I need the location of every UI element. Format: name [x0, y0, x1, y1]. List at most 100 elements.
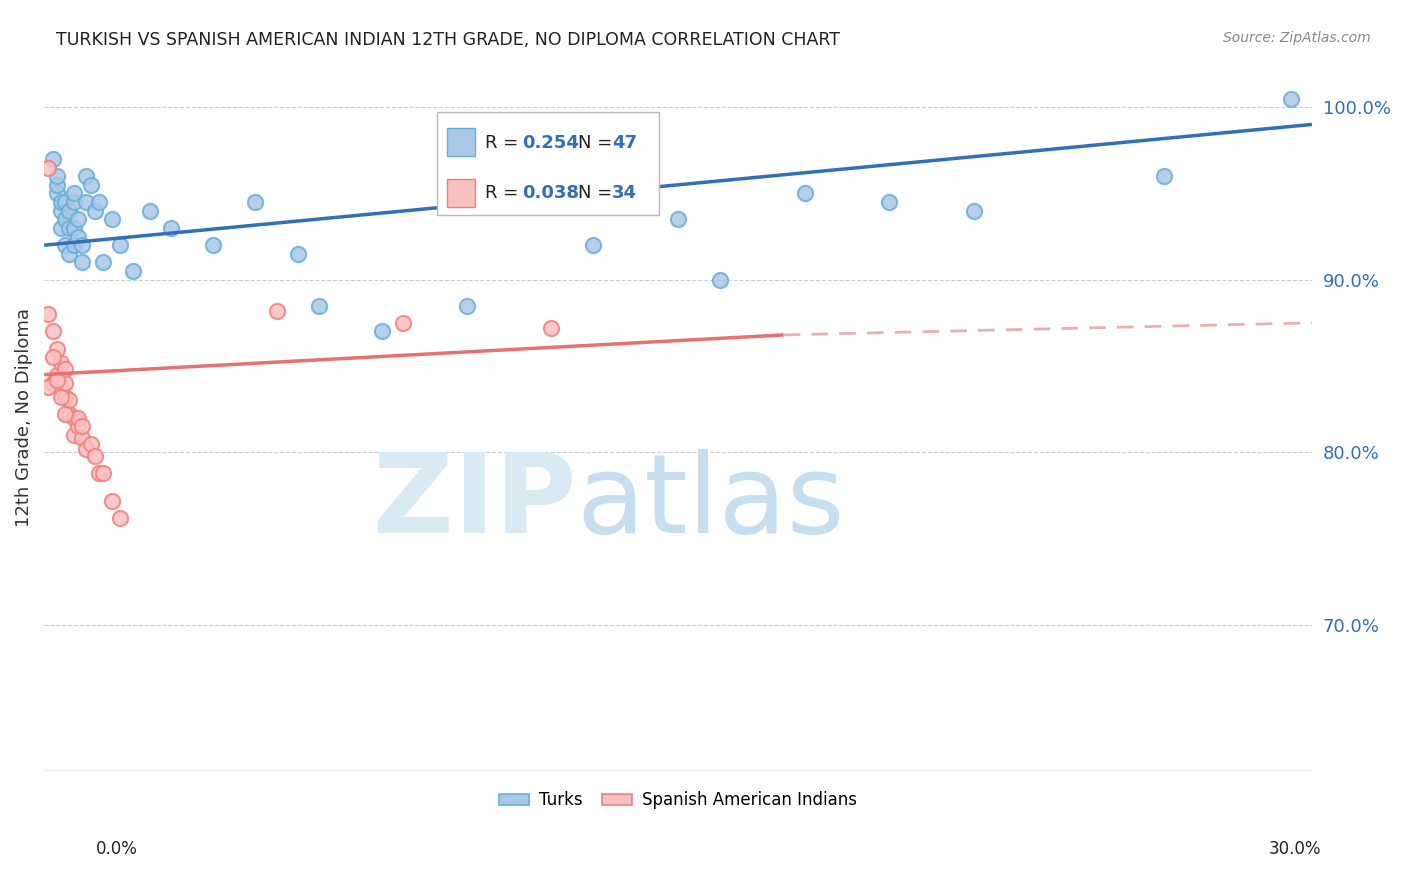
Point [1153, 169, 1175, 184]
Point [66, 419, 89, 434]
Point [963, 203, 986, 218]
Point [45, 178, 67, 192]
Point [53, 407, 76, 421]
Point [49, 379, 72, 393]
Point [62, 410, 84, 425]
Point [70, 419, 93, 434]
Point [70, 255, 93, 269]
Point [75, 195, 97, 210]
Point [58, 407, 80, 421]
Point [793, 186, 815, 201]
Point [62, 195, 84, 210]
Point [37, 161, 59, 175]
Point [70, 238, 93, 252]
Point [53, 376, 76, 391]
Point [58, 247, 80, 261]
Point [45, 169, 67, 184]
Point [83, 203, 105, 218]
FancyBboxPatch shape [437, 112, 659, 215]
Text: 30.0%: 30.0% [1270, 840, 1322, 858]
Point [121, 264, 143, 278]
Point [75, 169, 97, 184]
Point [879, 195, 901, 210]
Point [53, 362, 76, 376]
Legend: Turks, Spanish American Indians: Turks, Spanish American Indians [492, 785, 863, 816]
Text: atlas: atlas [576, 449, 845, 556]
Point [62, 221, 84, 235]
Point [709, 273, 731, 287]
Point [75, 442, 97, 456]
Text: R =: R = [485, 135, 524, 153]
Point [245, 195, 267, 210]
Point [45, 186, 67, 201]
Point [62, 238, 84, 252]
Point [41, 325, 63, 339]
Point [308, 299, 330, 313]
Point [37, 379, 59, 393]
Point [582, 238, 605, 252]
FancyBboxPatch shape [447, 178, 475, 207]
Point [287, 247, 309, 261]
Point [79, 178, 101, 192]
Point [266, 303, 288, 318]
Point [45, 373, 67, 387]
Text: 0.254: 0.254 [522, 135, 579, 153]
Point [58, 221, 80, 235]
Point [108, 238, 131, 252]
Point [62, 428, 84, 442]
Point [91, 255, 114, 269]
Y-axis label: 12th Grade, No Diploma: 12th Grade, No Diploma [15, 309, 32, 527]
Point [87, 466, 110, 480]
Point [53, 212, 76, 227]
Point [66, 212, 89, 227]
Point [66, 410, 89, 425]
Point [1279, 91, 1302, 105]
Point [66, 229, 89, 244]
Point [202, 238, 225, 252]
Text: 0.038: 0.038 [522, 185, 579, 202]
Point [49, 390, 72, 404]
Text: 34: 34 [612, 185, 637, 202]
Point [49, 195, 72, 210]
Text: Source: ZipAtlas.com: Source: ZipAtlas.com [1223, 31, 1371, 45]
Point [62, 186, 84, 201]
Point [53, 195, 76, 210]
Point [53, 390, 76, 404]
Point [498, 186, 520, 201]
FancyBboxPatch shape [447, 128, 475, 156]
Point [139, 203, 162, 218]
Point [87, 195, 110, 210]
Point [456, 299, 478, 313]
Text: ZIP: ZIP [373, 449, 576, 556]
Point [58, 203, 80, 218]
Text: 47: 47 [612, 135, 637, 153]
Point [100, 493, 122, 508]
Point [70, 432, 93, 446]
Point [41, 152, 63, 166]
Point [41, 376, 63, 391]
Point [53, 238, 76, 252]
Point [371, 325, 394, 339]
Point [49, 355, 72, 369]
Point [160, 221, 183, 235]
Point [666, 212, 689, 227]
Point [108, 510, 131, 524]
Text: 0.0%: 0.0% [96, 840, 138, 858]
Text: TURKISH VS SPANISH AMERICAN INDIAN 12TH GRADE, NO DIPLOMA CORRELATION CHART: TURKISH VS SPANISH AMERICAN INDIAN 12TH … [56, 31, 841, 49]
Point [37, 307, 59, 321]
Point [83, 449, 105, 463]
Text: N =: N = [578, 185, 617, 202]
Text: N =: N = [578, 135, 617, 153]
Point [49, 203, 72, 218]
Point [540, 321, 562, 335]
Point [45, 368, 67, 382]
Point [100, 212, 122, 227]
Point [392, 316, 415, 330]
Text: R =: R = [485, 185, 524, 202]
Point [91, 466, 114, 480]
Point [41, 351, 63, 365]
Point [79, 436, 101, 450]
Point [45, 342, 67, 356]
Point [58, 393, 80, 408]
Point [49, 221, 72, 235]
